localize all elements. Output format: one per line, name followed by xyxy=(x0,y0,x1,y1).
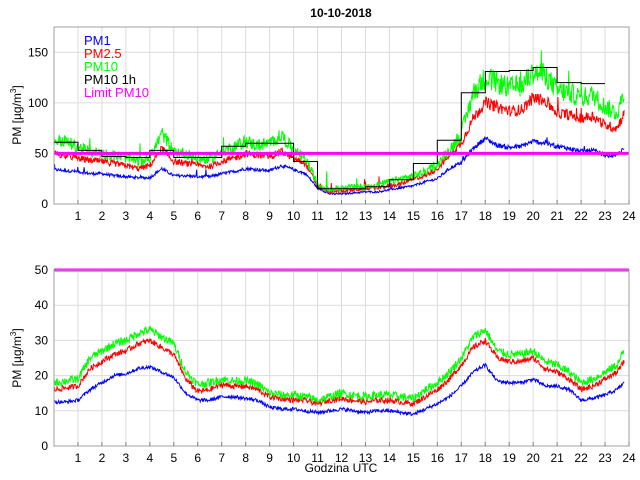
upper-xtick-label: 13 xyxy=(359,209,373,223)
lower-ytick-label: 40 xyxy=(35,298,49,312)
upper-xtick-label: 21 xyxy=(550,209,564,223)
lower-xtick-label: 11 xyxy=(311,451,324,465)
upper-xtick-label: 1 xyxy=(75,209,82,223)
upper-ytick-label: 0 xyxy=(41,197,48,211)
lower-grid xyxy=(54,270,629,446)
lower-xtick-label: 13 xyxy=(359,451,373,465)
upper-xtick-label: 14 xyxy=(383,209,397,223)
lower-ytick-label: 10 xyxy=(35,404,49,418)
upper-xtick-label: 22 xyxy=(574,209,588,223)
upper-xtick-label: 18 xyxy=(479,209,493,223)
lower-xtick-label: 3 xyxy=(123,451,130,465)
lower-y-axis-label: PM [µg/m3] xyxy=(9,328,24,387)
lower-xtick-label: 7 xyxy=(218,451,225,465)
lower-x-ticks: 1 2 3 4 5 6 7 8 9 10 11 12 13 14 15 16 17 18 19 20 21 22 23 24 xyxy=(75,442,636,465)
upper-y-axis-label: PM [µg/m3] xyxy=(9,85,24,144)
lower-xtick-label: 1 xyxy=(75,451,82,465)
upper-xtick-label: 15 xyxy=(407,209,421,223)
lower-xtick-label: 20 xyxy=(526,451,540,465)
lower-xtick-label: 22 xyxy=(574,451,588,465)
upper-xtick-label: 4 xyxy=(146,209,153,223)
lower-y-ticks: 0 10 20 30 40 50 xyxy=(35,263,49,453)
upper-xtick-label: 11 xyxy=(311,209,324,223)
lower-xtick-label: 15 xyxy=(407,451,421,465)
lower-xtick-label: 18 xyxy=(479,451,493,465)
series-pm10-1h-step xyxy=(54,67,605,190)
upper-xtick-label: 3 xyxy=(123,209,130,223)
legend: PM1 PM2.5 PM10 PM10 1h Limit PM10 xyxy=(84,33,149,100)
lower-ytick-label: 50 xyxy=(35,263,49,277)
series-pm1-line xyxy=(53,362,625,417)
lower-plot: 1 2 3 4 5 6 7 8 9 10 11 12 13 14 15 16 17 18 19 20 21 22 23 24 … xyxy=(35,263,636,465)
lower-xtick-label: 8 xyxy=(242,451,249,465)
x-axis-label: Godzina UTC xyxy=(305,461,378,475)
upper-xtick-label: 23 xyxy=(598,209,612,223)
upper-xtick-label: 9 xyxy=(266,209,273,223)
upper-xtick-label: 7 xyxy=(218,209,225,223)
lower-xtick-label: 24 xyxy=(622,451,636,465)
upper-xtick-label: 20 xyxy=(526,209,540,223)
lower-xtick-label: 5 xyxy=(170,451,177,465)
lower-xtick-label: 2 xyxy=(99,451,106,465)
lower-ytick-label: 0 xyxy=(41,439,48,453)
lower-ytick-label: 20 xyxy=(35,369,49,383)
legend-limit-pm10: Limit PM10 xyxy=(84,85,149,100)
upper-xtick-label: 5 xyxy=(170,209,177,223)
legend-pm25: PM2.5 xyxy=(84,46,122,61)
lower-xtick-label: 14 xyxy=(383,451,397,465)
lower-ytick-label: 30 xyxy=(35,333,49,347)
upper-ytick-label: 150 xyxy=(28,45,48,59)
lower-xtick-label: 19 xyxy=(503,451,517,465)
upper-xtick-label: 8 xyxy=(242,209,249,223)
lower-xtick-label: 6 xyxy=(194,451,201,465)
upper-x-ticks: 1 2 3 4 5 6 7 8 9 10 11 12 13 14 15 16 17 18 19 20 21 22 23 24 xyxy=(75,200,636,223)
upper-plot: 1 2 3 4 5 6 7 8 9 10 11 12 13 14 15 16 17 18 19 20 21 22 23 24 … xyxy=(28,26,636,223)
upper-lines xyxy=(53,50,629,196)
upper-xtick-label: 2 xyxy=(99,209,106,223)
lower-xtick-label: 12 xyxy=(335,451,349,465)
series-pm10-line xyxy=(53,50,625,193)
legend-pm10-1h: PM10 1h xyxy=(84,72,136,87)
upper-ytick-label: 100 xyxy=(28,96,48,110)
lower-xtick-label: 4 xyxy=(146,451,153,465)
lower-xtick-label: 21 xyxy=(550,451,564,465)
series-pm10-line xyxy=(53,325,625,404)
lower-xtick-label: 17 xyxy=(455,451,469,465)
upper-xtick-label: 12 xyxy=(335,209,349,223)
upper-xtick-label: 6 xyxy=(194,209,201,223)
chart-title: 10-10-2018 xyxy=(310,6,372,20)
lower-xtick-label: 9 xyxy=(266,451,273,465)
legend-pm1: PM1 xyxy=(84,33,111,48)
lower-xtick-label: 16 xyxy=(431,451,445,465)
lower-xtick-label: 23 xyxy=(598,451,612,465)
upper-xtick-label: 10 xyxy=(287,209,301,223)
upper-xtick-label: 17 xyxy=(455,209,469,223)
lower-xtick-label: 10 xyxy=(287,451,301,465)
upper-xtick-label: 16 xyxy=(431,209,445,223)
upper-ytick-label: 50 xyxy=(35,146,49,160)
legend-pm10: PM10 xyxy=(84,59,118,74)
series-pm25-line xyxy=(53,337,625,408)
series-pm1-line xyxy=(53,136,625,196)
upper-xtick-label: 24 xyxy=(622,209,636,223)
upper-y-ticks: 0 50 100 150 xyxy=(28,45,48,211)
upper-xtick-label: 19 xyxy=(503,209,517,223)
